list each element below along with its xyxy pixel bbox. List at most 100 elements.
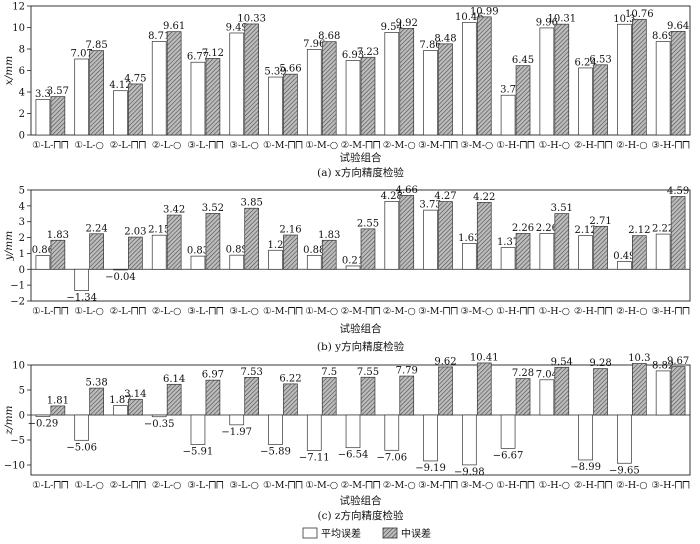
- data-label: 3.14: [124, 389, 146, 400]
- bar-mean-error: [229, 32, 245, 136]
- x-tick-label: ①-M-⨅⨅: [263, 306, 303, 317]
- x-tick-label: ③-H-⨅⨅: [651, 306, 690, 317]
- y-tick-label: −2: [10, 297, 25, 308]
- data-label: 10.3: [613, 14, 635, 25]
- panel-caption: (b) y方向精度检验: [317, 340, 405, 353]
- bar-rms-error: [360, 376, 376, 416]
- data-label: 6.93: [342, 50, 364, 61]
- bar-mean-error: [113, 268, 128, 271]
- bar-mean-error: [578, 235, 593, 270]
- data-label: 10.3: [628, 353, 650, 364]
- bar-rms-error: [244, 207, 260, 270]
- chart-panel-1: 0 2 4 6 8 10 12 x/mm 3.33.57 ①-L-⨅⨅ 7.077.85 ①-L-○ 4…: [3, 2, 691, 179]
- bar-mean-error: [268, 249, 283, 270]
- data-label: 3.85: [241, 198, 263, 209]
- y-tick-label: 4: [19, 201, 25, 212]
- x-tick-label: ①-L-○: [74, 480, 104, 491]
- data-label: 1.63: [458, 233, 480, 244]
- x-tick-label: ③-L-○: [229, 480, 259, 491]
- bar-rms-error: [399, 28, 415, 136]
- data-label: 10.76: [625, 9, 654, 20]
- x-tick-label: ③-H-⨅⨅: [651, 140, 690, 151]
- x-tick-label: ②-M-○: [383, 480, 416, 491]
- bar-mean-error: [655, 370, 671, 416]
- x-tick-label: ③-L-⨅⨅: [187, 480, 224, 491]
- x-tick-label: ①-M-⨅⨅: [263, 140, 303, 151]
- x-tick-label: ①-H-⨅⨅: [496, 306, 535, 317]
- data-label: 6.45: [512, 55, 534, 66]
- data-label: −0.29: [28, 418, 59, 429]
- x-tick-label: ③-M-○: [460, 480, 493, 491]
- data-label: 5.39: [264, 67, 286, 78]
- bar-mean-error: [35, 99, 51, 136]
- data-label: −9.98: [454, 467, 485, 478]
- bar-mean-error: [229, 414, 245, 426]
- chart-panel-3: −10 −5 0 5 10 z/mm −0.29 1.81 ①-L-⨅⨅ −5.06 5.38 ①-L…: [3, 352, 691, 522]
- bar-rms-error: [593, 225, 608, 270]
- bar-rms-error: [89, 50, 104, 136]
- data-label: 1.2: [268, 240, 284, 251]
- data-label: 3.3: [35, 89, 51, 100]
- plot-frame: [30, 189, 691, 302]
- x-tick-label: ①-L-○: [74, 306, 104, 317]
- bar-mean-error: [578, 67, 593, 136]
- data-label: −0.35: [144, 419, 175, 430]
- panel-caption: (a) x方向精度检验: [317, 166, 404, 179]
- bar-rms-error: [205, 379, 221, 416]
- x-tick-label: ③-L-○: [229, 306, 259, 317]
- data-label: −6.54: [338, 450, 369, 461]
- data-label: 2.03: [124, 227, 146, 238]
- bar-mean-error: [500, 414, 516, 449]
- x-tick-label: ①-M-○: [305, 140, 338, 151]
- x-tick-label: ②-M-⨅⨅: [341, 306, 381, 317]
- x-tick-label: ②-L-⨅⨅: [110, 480, 147, 491]
- bar-mean-error: [423, 50, 438, 136]
- data-label: 10.31: [547, 14, 576, 25]
- data-label: 9.54: [381, 22, 403, 33]
- data-label: 3.52: [202, 203, 224, 214]
- bar-rms-error: [166, 214, 182, 270]
- x-tick-label: ②-H-⨅⨅: [574, 140, 613, 151]
- y-tick-label: 5: [19, 186, 25, 197]
- data-label: 2.15: [148, 225, 170, 236]
- data-label: −1.34: [66, 293, 97, 304]
- data-label: 7.79: [396, 366, 418, 377]
- data-label: 3.7: [500, 85, 516, 96]
- legend-swatch-rms: [382, 527, 398, 539]
- bar-mean-error: [151, 414, 167, 418]
- data-label: 1.37: [497, 237, 519, 248]
- data-label: 1.83: [318, 230, 340, 241]
- y-tick-label: 2: [19, 233, 25, 244]
- x-tick-label: ②-H-○: [616, 140, 648, 151]
- y-tick-label: 4: [19, 88, 25, 99]
- data-label: 9.61: [163, 21, 185, 32]
- bar-mean-error: [268, 414, 283, 445]
- y-tick-label: 5: [19, 386, 25, 397]
- bar-mean-error: [151, 41, 167, 136]
- data-label: 6.53: [589, 54, 611, 65]
- data-label: 3.42: [163, 205, 185, 216]
- bar-mean-error: [113, 405, 128, 416]
- x-tick-label: ①-M-⨅⨅: [263, 480, 303, 491]
- x-tick-label: ②-L-○: [152, 480, 182, 491]
- bar-rms-error: [283, 383, 298, 416]
- bar-rms-error: [554, 366, 570, 416]
- data-label: 8.69: [652, 31, 674, 42]
- bar-rms-error: [515, 378, 531, 416]
- y-tick-label: −1: [10, 281, 25, 292]
- data-label: 6.14: [163, 374, 185, 385]
- data-label: 0.86: [32, 245, 54, 256]
- data-label: 9.96: [536, 17, 558, 28]
- data-label: 4.12: [109, 80, 131, 91]
- panel-caption: (c) z方向精度检验: [318, 509, 404, 522]
- data-label: 4.66: [396, 185, 418, 196]
- bar-rms-error: [205, 213, 221, 270]
- y-tick-label: 0: [19, 131, 25, 142]
- data-label: 6.97: [202, 370, 224, 381]
- bar-mean-error: [539, 379, 555, 416]
- y-tick-label: 0: [19, 411, 25, 422]
- bar-rms-error: [166, 383, 182, 416]
- bar-mean-error: [190, 61, 206, 136]
- bar-rms-error: [89, 233, 104, 270]
